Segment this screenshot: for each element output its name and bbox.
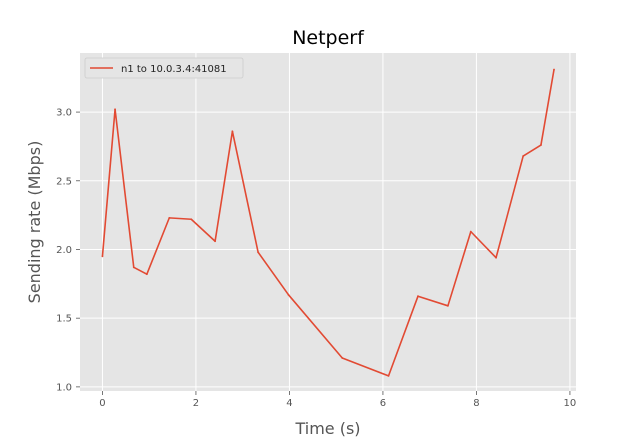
x-tick-label: 6 <box>380 398 386 409</box>
data-point <box>145 273 148 276</box>
data-point <box>132 266 135 269</box>
y-axis-title: Sending rate (Mbps) <box>25 141 44 304</box>
data-point <box>495 256 497 259</box>
grid-lines <box>80 53 576 391</box>
series-layer <box>101 68 555 377</box>
x-tick-label: 0 <box>99 398 105 409</box>
data-point <box>447 304 449 307</box>
data-point <box>417 295 419 298</box>
data-point <box>114 108 116 111</box>
data-point <box>231 130 234 133</box>
legend-box <box>84 57 244 79</box>
data-point <box>190 218 193 221</box>
plot-background <box>80 53 576 391</box>
y-tick-label: 2.5 <box>56 176 72 187</box>
x-axis-title: Time (s) <box>294 419 360 438</box>
data-point <box>469 230 472 233</box>
y-tick-label: 2.0 <box>56 245 72 256</box>
y-tick-label: 3.0 <box>56 108 72 119</box>
legend-label: n1 to 10.0.3.4:41081 <box>121 64 227 75</box>
data-point <box>257 251 260 254</box>
data-point <box>540 144 542 146</box>
data-point <box>387 374 390 377</box>
data-point <box>522 155 525 157</box>
chart-title: Netperf <box>292 27 365 49</box>
y-tick-label: 1.0 <box>56 382 72 393</box>
axis-ticks: 0 2 4 6 8 10 1.0 1.5 2.0 2.5 3.0 <box>56 108 576 409</box>
data-point <box>214 240 217 243</box>
y-tick-label: 1.5 <box>56 314 72 325</box>
data-point <box>287 293 290 296</box>
x-tick-label: 4 <box>286 398 292 409</box>
x-tick-label: 2 <box>193 398 199 409</box>
data-point <box>341 357 344 359</box>
data-point <box>553 68 555 71</box>
legend: n1 to 10.0.3.4:41081 <box>84 57 244 79</box>
data-point <box>101 255 104 258</box>
data-point <box>168 216 171 219</box>
x-tick-label: 10 <box>564 398 577 409</box>
x-tick-label: 8 <box>473 398 479 409</box>
